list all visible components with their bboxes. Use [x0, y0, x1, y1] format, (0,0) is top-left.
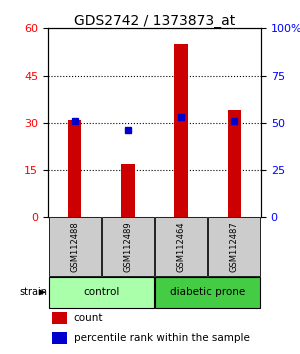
Title: GDS2742 / 1373873_at: GDS2742 / 1373873_at	[74, 14, 235, 28]
Text: control: control	[83, 287, 119, 297]
Bar	[49, 217, 101, 276]
Text: GSM112488: GSM112488	[70, 221, 79, 272]
Text: GSM112464: GSM112464	[177, 221, 186, 272]
Bar	[228, 110, 241, 217]
Text: count: count	[74, 313, 103, 323]
Bar	[175, 44, 188, 217]
Text: GSM112489: GSM112489	[123, 221, 132, 272]
Bar	[208, 217, 260, 276]
Text: diabetic prone: diabetic prone	[170, 287, 245, 297]
Bar	[121, 164, 134, 217]
Bar	[52, 312, 67, 324]
Text: percentile rank within the sample: percentile rank within the sample	[74, 333, 249, 343]
Bar	[52, 332, 67, 344]
Text: GSM112487: GSM112487	[230, 221, 239, 272]
Bar	[49, 277, 154, 308]
Bar	[155, 217, 207, 276]
Bar	[155, 277, 260, 308]
Bar	[68, 120, 81, 217]
Text: strain: strain	[19, 287, 47, 297]
Bar	[102, 217, 154, 276]
